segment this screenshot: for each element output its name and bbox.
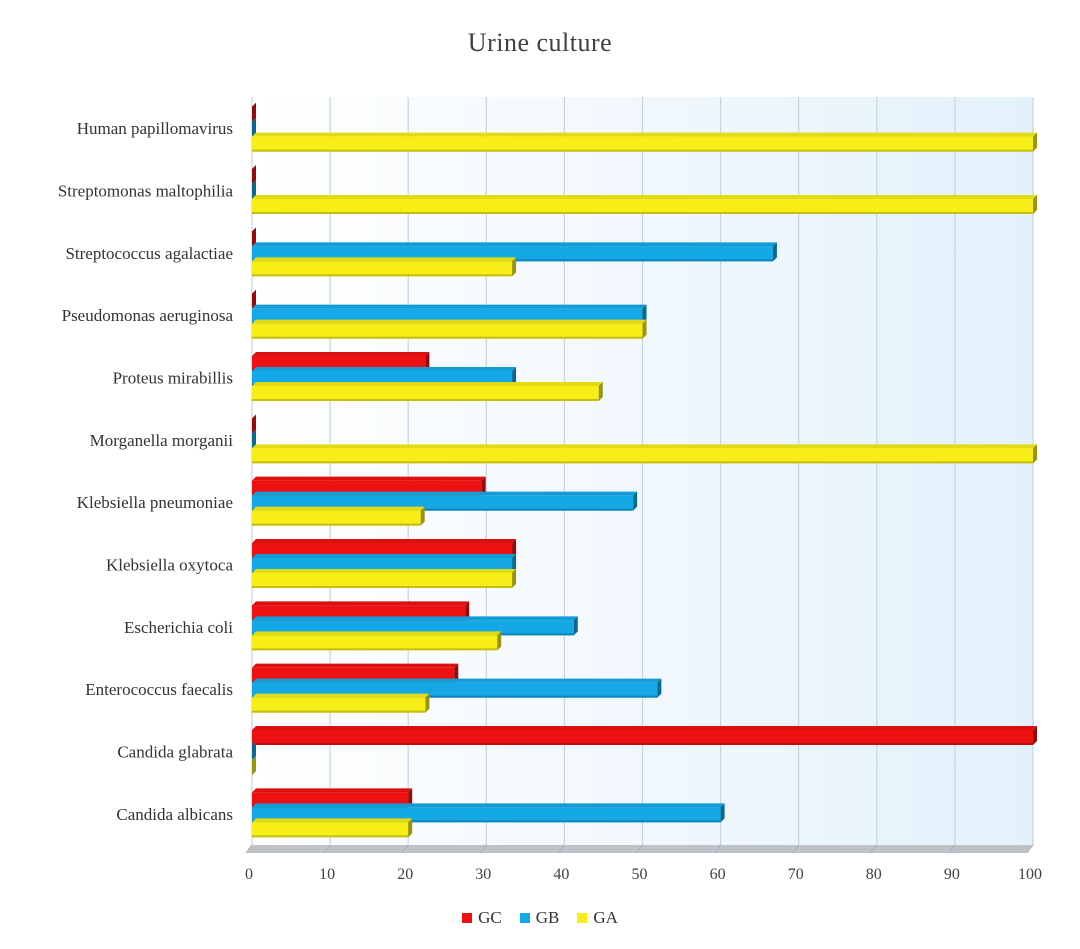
bar-gb bbox=[252, 180, 256, 199]
bar-ga bbox=[252, 257, 517, 277]
floor-grid-line bbox=[792, 844, 800, 854]
bar-ga bbox=[252, 693, 430, 713]
bar-gb bbox=[252, 117, 256, 137]
legend: GC GB GA bbox=[0, 908, 1080, 928]
bar-ga bbox=[252, 569, 517, 588]
x-tick-label: 0 bbox=[245, 866, 253, 883]
x-tick-label: 80 bbox=[866, 866, 882, 883]
x-tick-label: 40 bbox=[553, 866, 569, 883]
category-label: Streptococcus agalactiae bbox=[65, 244, 233, 263]
bar-gb bbox=[252, 429, 256, 449]
chart-title: Urine culture bbox=[467, 28, 613, 57]
category-label: Klebsiella oxytoca bbox=[106, 556, 233, 575]
floor-grid-line bbox=[479, 844, 487, 854]
category-label: Escherichia coli bbox=[124, 618, 233, 637]
category-label: Enterococcus faecalis bbox=[85, 680, 233, 699]
floor-grid-line bbox=[870, 844, 878, 854]
category-label: Candida glabrata bbox=[117, 743, 233, 762]
legend-swatch bbox=[519, 913, 530, 923]
bar-gc bbox=[252, 165, 256, 184]
legend-item-gb: GB bbox=[519, 908, 560, 928]
legend-label: GA bbox=[593, 908, 618, 927]
bar-ga bbox=[252, 756, 256, 775]
bar-ga bbox=[252, 195, 1037, 214]
x-tick-label: 70 bbox=[788, 866, 804, 883]
x-tick-label: 100 bbox=[1018, 866, 1042, 883]
bar-gc bbox=[252, 414, 256, 434]
x-tick-label: 50 bbox=[632, 866, 648, 883]
legend-label: GB bbox=[535, 908, 560, 927]
legend-swatch bbox=[462, 913, 473, 923]
legend-swatch bbox=[577, 913, 588, 923]
floor-grid-line bbox=[558, 844, 565, 854]
legend-item-gc: GC bbox=[462, 908, 502, 928]
bar-gc bbox=[252, 227, 256, 247]
bar-gc bbox=[252, 289, 256, 309]
bar-ga bbox=[252, 444, 1037, 464]
bar-ga bbox=[252, 631, 502, 651]
bar-ga bbox=[252, 382, 603, 401]
category-label: Morganella morganii bbox=[90, 431, 234, 450]
bar-ga bbox=[252, 132, 1037, 152]
floor-grid-line bbox=[245, 844, 253, 854]
x-tick-label: 20 bbox=[397, 866, 413, 883]
floor-grid-line bbox=[636, 844, 643, 854]
floor-grid-line bbox=[401, 844, 409, 854]
bar-gc bbox=[252, 726, 1037, 745]
floor-grid-line bbox=[1026, 844, 1034, 854]
bar-gb bbox=[252, 741, 256, 760]
category-label: Klebsiella pneumoniae bbox=[77, 493, 233, 512]
bar-ga bbox=[252, 818, 413, 838]
floor-grid-line bbox=[948, 844, 956, 854]
category-label: Pseudomonas aeruginosa bbox=[62, 306, 234, 325]
x-tick-label: 90 bbox=[944, 866, 960, 883]
bar-ga bbox=[252, 506, 425, 526]
legend-label: GC bbox=[478, 908, 502, 927]
floor-grid-line bbox=[714, 844, 721, 854]
x-tick-label: 60 bbox=[710, 866, 726, 883]
floor-grid-line bbox=[323, 844, 331, 854]
x-tick-label: 30 bbox=[475, 866, 491, 883]
category-label: Candida albicans bbox=[116, 805, 233, 824]
category-label: Human papillomavirus bbox=[77, 119, 233, 138]
bar-ga bbox=[252, 319, 647, 339]
category-label: Streptomonas maltophilia bbox=[58, 182, 234, 201]
bar-gc bbox=[252, 102, 256, 122]
category-label: Proteus mirabillis bbox=[113, 369, 233, 388]
x-tick-label: 10 bbox=[319, 866, 335, 883]
legend-item-ga: GA bbox=[577, 908, 618, 928]
